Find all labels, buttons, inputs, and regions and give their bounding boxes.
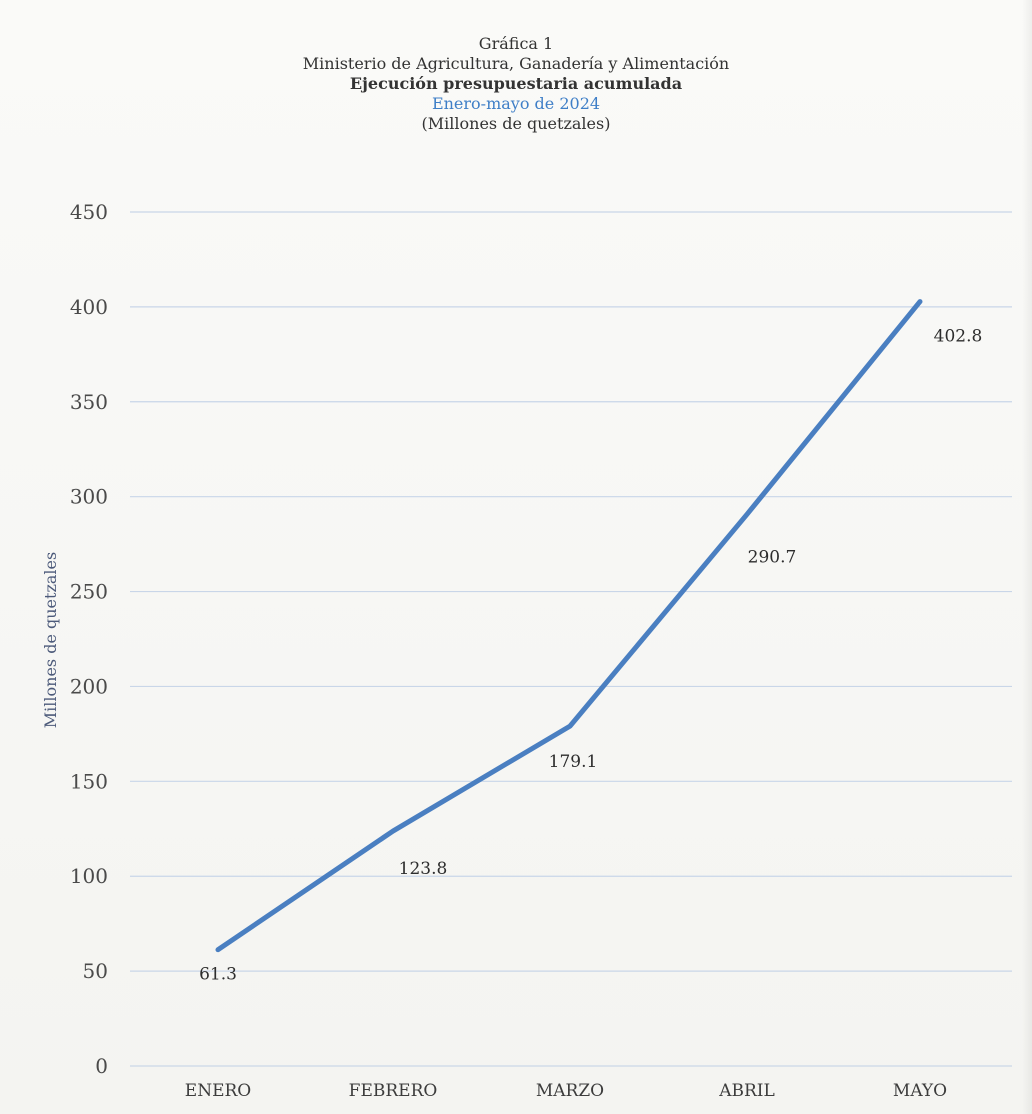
data-label: 179.1	[549, 752, 598, 772]
y-tick-label: 150	[70, 769, 108, 793]
data-label: 402.8	[934, 327, 983, 347]
chart-subtitle-period: Enero-mayo de 2024	[431, 94, 601, 113]
chart-subtitle-ministry: Ministerio de Agricultura, Ganadería y A…	[302, 54, 730, 73]
y-tick-label: 250	[70, 580, 108, 604]
x-category-label: FEBRERO	[349, 1081, 438, 1101]
y-tick-label: 200	[70, 674, 108, 698]
x-category-label: ENERO	[185, 1081, 251, 1101]
chart-subtitle-execution: Ejecución presupuestaria acumulada	[349, 74, 683, 93]
y-tick-label: 50	[83, 959, 108, 983]
y-tick-label: 0	[95, 1054, 108, 1078]
chart-title-block: Gráfica 1 Ministerio de Agricultura, Gan…	[216, 34, 816, 134]
data-label: 61.3	[199, 965, 237, 985]
data-label: 123.8	[399, 859, 448, 879]
y-tick-label: 100	[70, 864, 108, 888]
data-label: 290.7	[748, 547, 797, 567]
chart-subtitle-units: (Millones de quetzales)	[421, 114, 611, 133]
x-category-label: MAYO	[893, 1081, 947, 1101]
x-category-label: MARZO	[536, 1081, 604, 1101]
y-axis-label: Millones de quetzales	[41, 552, 60, 728]
chart-title: Gráfica 1	[478, 34, 554, 53]
x-category-label: ABRIL	[718, 1081, 775, 1101]
y-tick-label: 350	[70, 390, 108, 414]
y-tick-label: 450	[70, 200, 108, 224]
y-tick-label: 400	[70, 295, 108, 319]
series-line	[215, 299, 923, 953]
y-tick-label: 300	[70, 485, 108, 509]
